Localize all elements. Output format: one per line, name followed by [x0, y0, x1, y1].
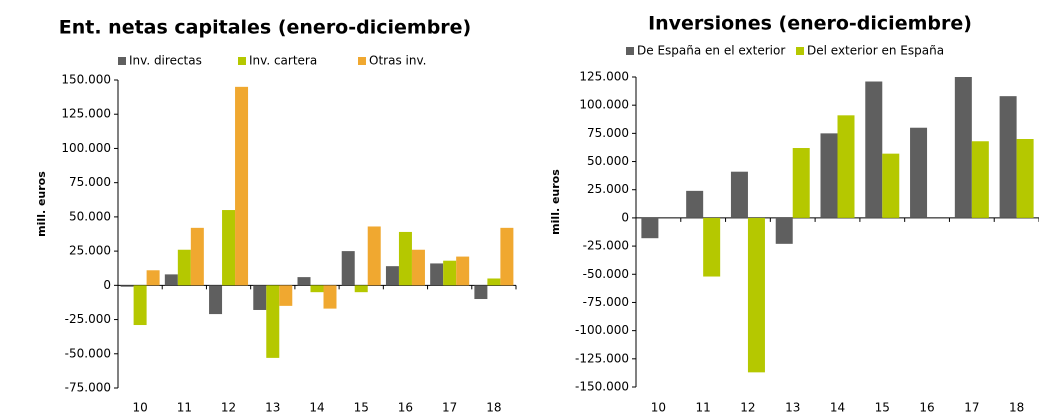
- bar: [882, 153, 900, 218]
- bar: [487, 278, 501, 286]
- y-tick-label: -125.000: [575, 351, 629, 365]
- y-tick-label: 150.000: [61, 73, 111, 87]
- legend-swatch: [238, 57, 246, 65]
- x-tick-label: 14: [309, 401, 324, 414]
- bar: [190, 227, 204, 286]
- y-tick-label: 0: [103, 278, 111, 292]
- y-tick-label: 0: [621, 210, 629, 224]
- y-tick-label: 100.000: [579, 98, 629, 112]
- bar: [954, 77, 972, 218]
- x-tick-label: 10: [132, 401, 147, 414]
- x-tick-label: 17: [964, 401, 979, 414]
- y-tick-label: -50.000: [65, 346, 111, 360]
- y-axis-label: mill. euros: [35, 171, 48, 237]
- legend-label: Inv. directas: [129, 54, 202, 68]
- y-tick-label: -75.000: [583, 295, 629, 309]
- chart-title: Ent. netas capitales (enero-diciembre): [59, 17, 472, 39]
- bar: [837, 115, 855, 218]
- x-tick-label: 12: [221, 401, 236, 414]
- bar: [341, 251, 355, 286]
- bar: [747, 217, 765, 373]
- bar: [164, 274, 178, 286]
- bar: [367, 226, 381, 286]
- bar: [910, 127, 928, 218]
- y-tick-label: 25.000: [587, 182, 629, 196]
- y-axis-label: mill. euros: [549, 169, 562, 235]
- bar: [222, 210, 236, 286]
- bar: [209, 285, 223, 315]
- bar: [385, 266, 399, 286]
- y-tick-label: 100.000: [61, 141, 111, 155]
- bar: [971, 141, 989, 218]
- x-tick-label: 15: [875, 401, 890, 414]
- x-tick-label: 11: [696, 401, 711, 414]
- x-tick-label: 12: [740, 401, 755, 414]
- bar: [146, 270, 160, 286]
- y-tick-label: 50.000: [69, 209, 111, 223]
- bar: [323, 285, 337, 309]
- x-tick-label: 17: [442, 401, 457, 414]
- x-tick-label: 16: [398, 401, 413, 414]
- bar: [820, 133, 838, 218]
- bar: [1016, 139, 1034, 218]
- y-tick-label: -25.000: [583, 239, 629, 253]
- bar: [456, 256, 470, 286]
- bar: [474, 285, 488, 300]
- y-tick-label: -100.000: [575, 323, 629, 337]
- bar: [235, 86, 249, 286]
- x-tick-label: 14: [830, 401, 845, 414]
- bar: [177, 249, 191, 286]
- y-tick-label: -150.000: [575, 380, 629, 394]
- x-tick-label: 13: [265, 401, 280, 414]
- y-tick-label: 125.000: [61, 107, 111, 121]
- y-tick-label: -25.000: [65, 312, 111, 326]
- x-tick-label: 11: [177, 401, 192, 414]
- bar: [354, 285, 368, 293]
- y-tick-label: 125.000: [579, 70, 629, 84]
- legend-label: Inv. cartera: [249, 54, 317, 68]
- bar: [730, 171, 748, 218]
- y-tick-label: 75.000: [587, 126, 629, 140]
- bar: [500, 227, 514, 286]
- bar: [253, 285, 267, 310]
- x-tick-label: 13: [785, 401, 800, 414]
- legend-label: Otras inv.: [369, 54, 426, 68]
- y-tick-label: 75.000: [69, 175, 111, 189]
- bar: [999, 96, 1017, 218]
- bar: [133, 285, 147, 326]
- bar: [775, 217, 793, 244]
- x-tick-label: 18: [1009, 401, 1024, 414]
- x-tick-label: 10: [651, 401, 666, 414]
- legend-swatch: [118, 57, 126, 65]
- bar: [266, 285, 280, 358]
- legend-swatch: [796, 47, 804, 55]
- chart-title: Inversiones (enero-diciembre): [648, 13, 972, 35]
- bar: [120, 285, 134, 287]
- y-tick-label: 50.000: [587, 154, 629, 168]
- bar: [443, 260, 457, 286]
- bar: [279, 285, 293, 306]
- bar: [411, 249, 425, 286]
- bar: [398, 231, 412, 286]
- y-tick-label: -50.000: [583, 267, 629, 281]
- y-tick-label: 25.000: [69, 244, 111, 258]
- bar: [686, 190, 704, 218]
- legend-label: De España en el exterior: [637, 44, 785, 58]
- y-tick-label: -75.000: [65, 381, 111, 395]
- bar: [641, 217, 659, 239]
- bar: [430, 263, 444, 286]
- bar: [310, 285, 324, 293]
- bar: [297, 277, 311, 286]
- legend-swatch: [626, 47, 634, 55]
- bar: [703, 217, 721, 277]
- bar: [792, 148, 810, 218]
- x-tick-label: 16: [919, 401, 934, 414]
- x-tick-label: 15: [354, 401, 369, 414]
- bar: [865, 81, 883, 218]
- legend-swatch: [358, 57, 366, 65]
- x-tick-label: 18: [486, 401, 501, 414]
- legend-label: Del exterior en España: [807, 44, 944, 58]
